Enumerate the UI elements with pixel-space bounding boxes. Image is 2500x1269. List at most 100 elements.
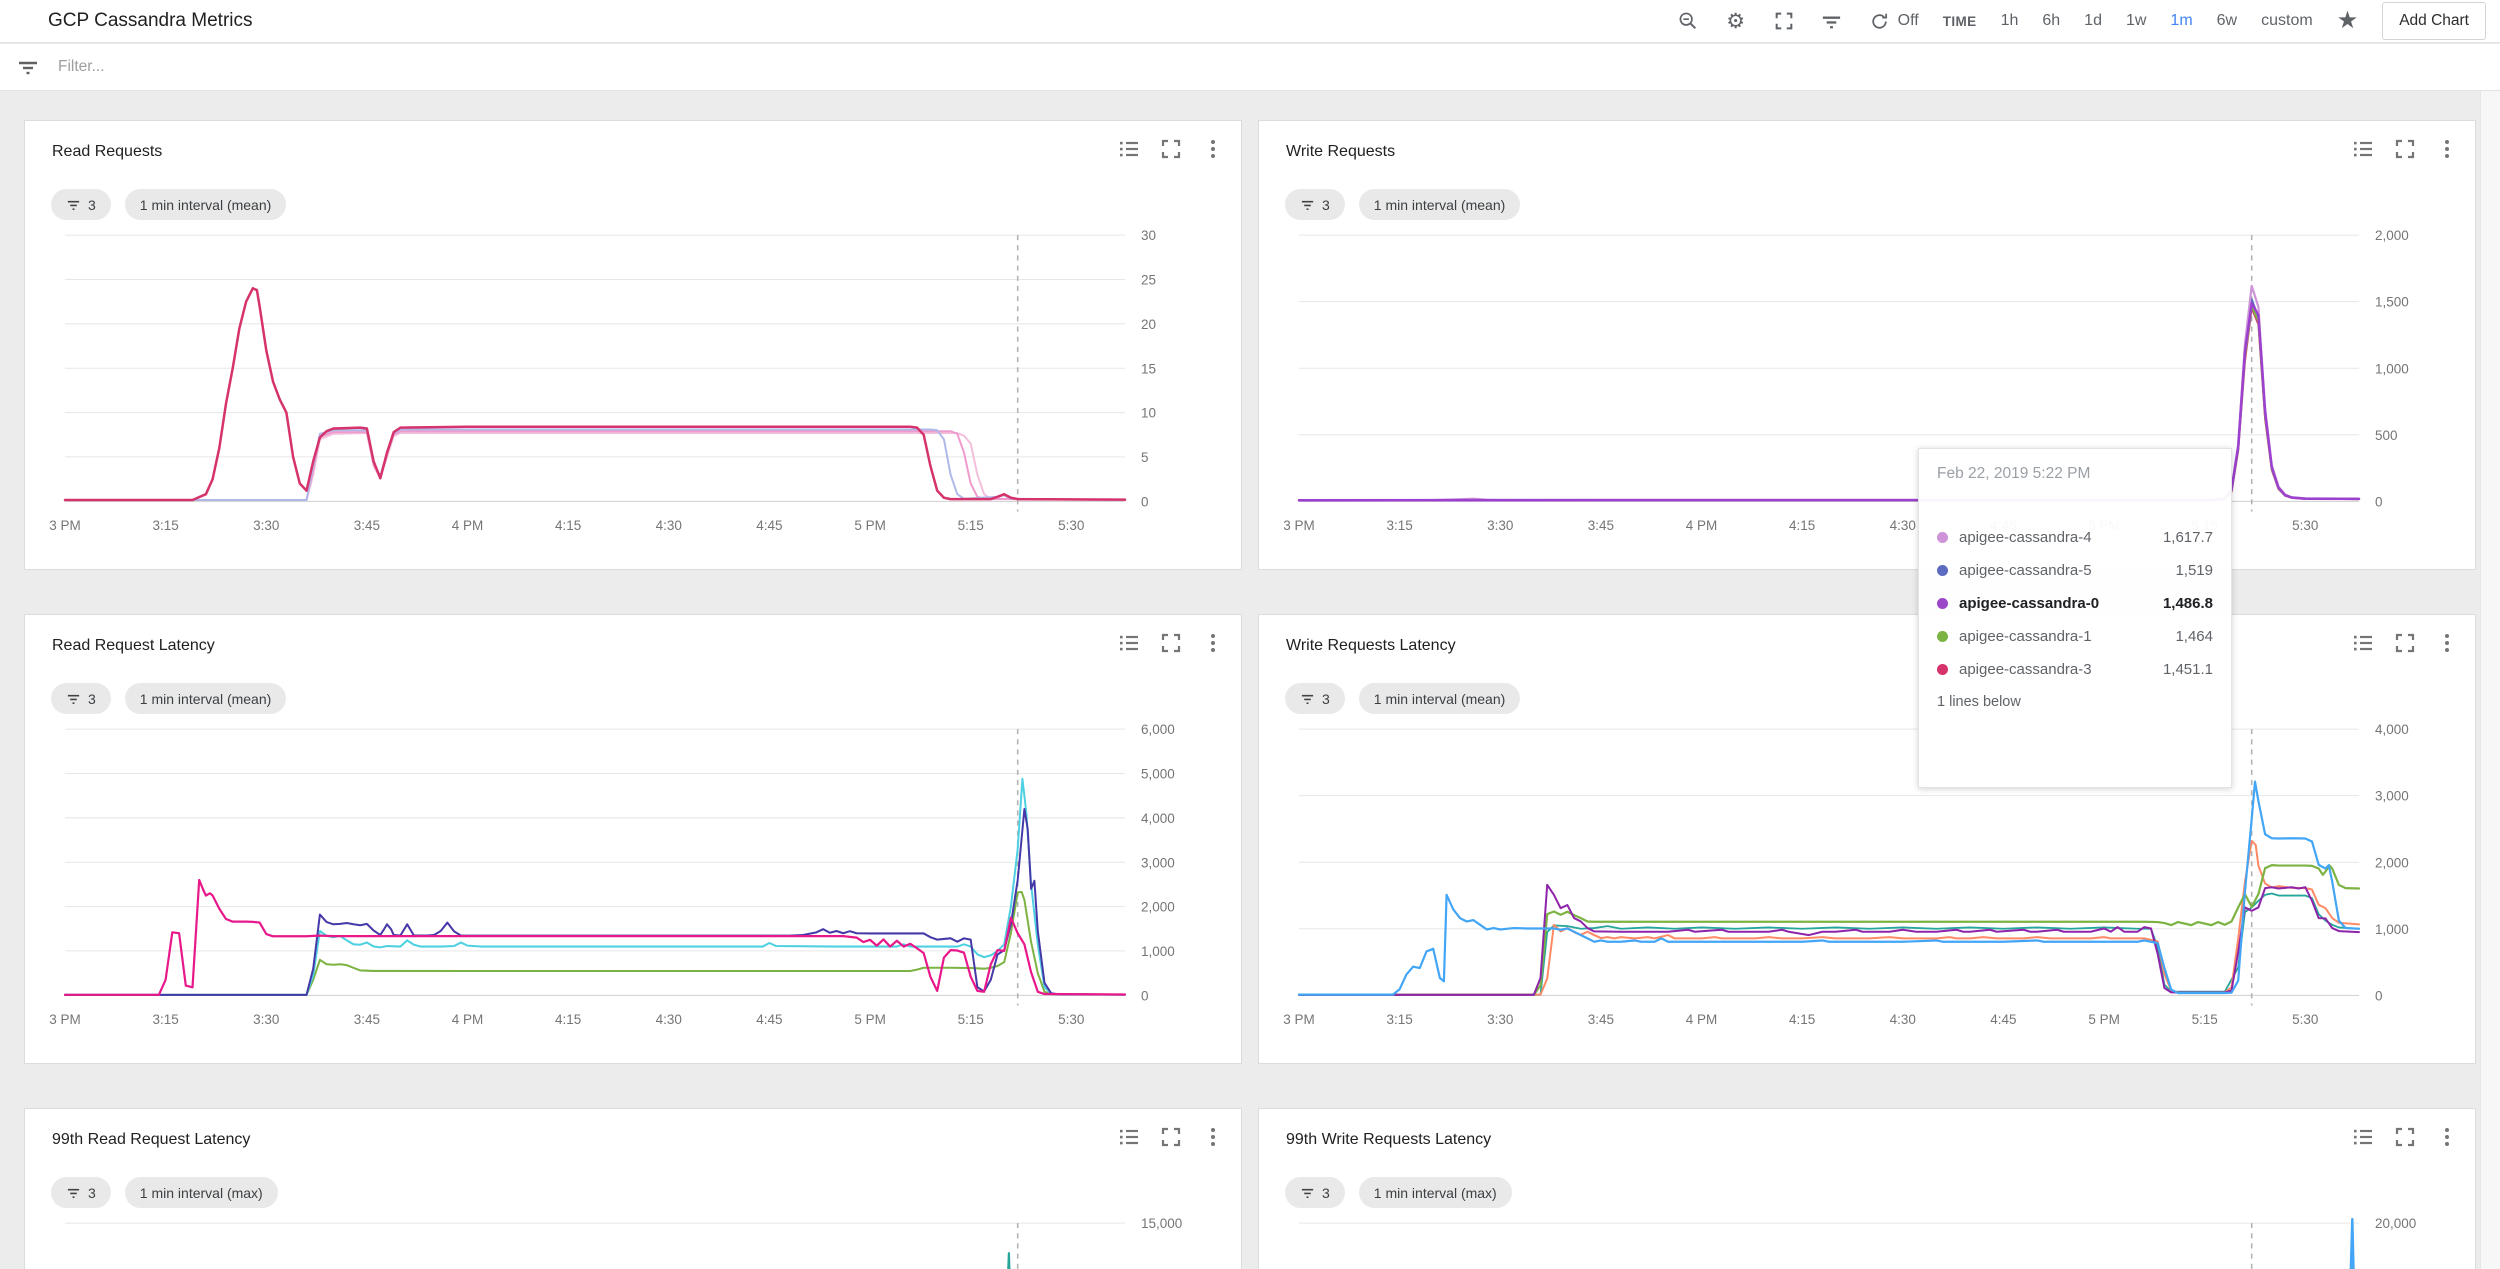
svg-text:3:15: 3:15 bbox=[1386, 518, 1412, 533]
series-name: apigee-cassandra-0 bbox=[1959, 595, 2100, 612]
svg-text:5 PM: 5 PM bbox=[2088, 1012, 2119, 1027]
svg-text:5:15: 5:15 bbox=[2192, 1012, 2218, 1027]
svg-text:30: 30 bbox=[1141, 228, 1156, 243]
svg-text:3,000: 3,000 bbox=[1141, 855, 1175, 870]
range-1h[interactable]: 1h bbox=[2000, 12, 2019, 29]
svg-text:4 PM: 4 PM bbox=[452, 1012, 483, 1027]
svg-text:4:15: 4:15 bbox=[555, 1012, 581, 1027]
line-chart-read-requests[interactable]: 0 5 10 15 20 25 30 3 PM 3:15 3:30 3:45 4 PM 4:15 4:30… bbox=[49, 228, 1219, 544]
refresh-state-label: Off bbox=[1897, 12, 1919, 29]
legend-list-icon[interactable] bbox=[2351, 137, 2375, 161]
filter-count: 3 bbox=[88, 1184, 96, 1201]
expand-chart-icon[interactable] bbox=[2393, 137, 2417, 161]
svg-text:5,000: 5,000 bbox=[1141, 766, 1175, 781]
badge-row: 3 1 min interval (mean) bbox=[51, 189, 287, 220]
legend-list-icon[interactable] bbox=[1117, 631, 1141, 655]
filter-input[interactable] bbox=[56, 57, 860, 77]
svg-text:2,000: 2,000 bbox=[2375, 228, 2409, 243]
expand-chart-icon[interactable] bbox=[1159, 137, 1183, 161]
series-color-dot bbox=[1937, 598, 1948, 609]
more-vert-icon[interactable] bbox=[2435, 137, 2459, 161]
filter-bar bbox=[0, 44, 2500, 91]
series-color-dot bbox=[1937, 664, 1948, 675]
scrollbar-track[interactable] bbox=[2480, 91, 2500, 1269]
filter-count: 3 bbox=[1322, 196, 1330, 213]
svg-text:2,000: 2,000 bbox=[1141, 900, 1175, 915]
legend-list-icon[interactable] bbox=[2351, 1125, 2375, 1149]
filter-icon bbox=[1300, 197, 1315, 212]
svg-text:5:30: 5:30 bbox=[2292, 1012, 2319, 1027]
more-vert-icon[interactable] bbox=[1201, 1125, 1225, 1149]
svg-text:6,000: 6,000 bbox=[1141, 722, 1175, 737]
badge-row: 3 1 min interval (mean) bbox=[1285, 189, 1521, 220]
svg-text:500: 500 bbox=[2375, 428, 2398, 443]
chart-card-read-requests: Read Requests 3 1 min interval (mean) 0 5… bbox=[24, 120, 1242, 570]
legend-list-icon[interactable] bbox=[1117, 137, 1141, 161]
star-favorite-icon[interactable]: ★ bbox=[2336, 7, 2359, 34]
range-1d[interactable]: 1d bbox=[2084, 12, 2102, 29]
card-actions bbox=[2351, 1125, 2459, 1149]
auto-refresh-toggle[interactable]: Off bbox=[1868, 9, 1919, 33]
tooltip-row: apigee-cassandra-5 1,519 bbox=[1937, 562, 2213, 579]
more-vert-icon[interactable] bbox=[1201, 137, 1225, 161]
filter-count-badge[interactable]: 3 bbox=[51, 1177, 111, 1208]
interval-badge[interactable]: 1 min interval (mean) bbox=[124, 683, 287, 714]
range-6w[interactable]: 6w bbox=[2216, 12, 2238, 29]
svg-text:5 PM: 5 PM bbox=[854, 1012, 885, 1027]
line-chart-write-requests[interactable]: 0 500 1,000 1,500 2,000 3 PM 3:15 3:30 3:45 4 PM 4… bbox=[1283, 228, 2453, 544]
range-1m[interactable]: 1m bbox=[2170, 12, 2193, 29]
svg-text:4:30: 4:30 bbox=[656, 518, 683, 533]
filter-list-icon[interactable] bbox=[1820, 9, 1844, 33]
card-actions bbox=[2351, 137, 2459, 161]
interval-badge[interactable]: 1 min interval (mean) bbox=[1358, 189, 1521, 220]
svg-text:3:15: 3:15 bbox=[152, 518, 178, 533]
svg-text:3:45: 3:45 bbox=[1588, 1012, 1614, 1027]
more-vert-icon[interactable] bbox=[1201, 631, 1225, 655]
line-chart-read-request-latency[interactable]: 0 1,000 2,000 3,000 4,000 5,000 6,000 3 PM 3:15 3… bbox=[49, 722, 1219, 1038]
svg-text:4 PM: 4 PM bbox=[1686, 1012, 1717, 1027]
svg-text:4,000: 4,000 bbox=[1141, 811, 1175, 826]
filter-icon bbox=[1300, 691, 1315, 706]
interval-badge[interactable]: 1 min interval (mean) bbox=[124, 189, 287, 220]
expand-chart-icon[interactable] bbox=[1159, 1125, 1183, 1149]
svg-text:3:15: 3:15 bbox=[1386, 1012, 1412, 1027]
legend-list-icon[interactable] bbox=[1117, 1125, 1141, 1149]
fullscreen-icon[interactable] bbox=[1772, 9, 1796, 33]
chart-card-write-requests: Write Requests 3 1 min interval (mean) 0… bbox=[1258, 120, 2476, 570]
svg-text:3 PM: 3 PM bbox=[49, 518, 80, 533]
zoom-out-icon[interactable] bbox=[1676, 9, 1700, 33]
filter-count: 3 bbox=[1322, 1184, 1330, 1201]
svg-text:3 PM: 3 PM bbox=[1283, 1012, 1314, 1027]
filter-count-badge[interactable]: 3 bbox=[1285, 683, 1345, 714]
filter-count-badge[interactable]: 3 bbox=[1285, 189, 1345, 220]
interval-badge[interactable]: 1 min interval (max) bbox=[1358, 1177, 1512, 1208]
more-vert-icon[interactable] bbox=[2435, 631, 2459, 655]
expand-chart-icon[interactable] bbox=[2393, 631, 2417, 655]
svg-text:3:30: 3:30 bbox=[1487, 1012, 1514, 1027]
interval-badge[interactable]: 1 min interval (max) bbox=[124, 1177, 278, 1208]
series-name: apigee-cassandra-5 bbox=[1959, 562, 2092, 579]
expand-chart-icon[interactable] bbox=[1159, 631, 1183, 655]
filter-count-badge[interactable]: 3 bbox=[51, 189, 111, 220]
chart-title: Read Requests bbox=[52, 143, 163, 160]
svg-text:4,000: 4,000 bbox=[2375, 722, 2409, 737]
settings-gear-icon[interactable]: ⚙ bbox=[1726, 9, 1746, 33]
range-1w[interactable]: 1w bbox=[2125, 12, 2147, 29]
svg-text:4:15: 4:15 bbox=[1789, 518, 1815, 533]
range-6h[interactable]: 6h bbox=[2042, 12, 2061, 29]
interval-badge[interactable]: 1 min interval (mean) bbox=[1358, 683, 1521, 714]
range-custom[interactable]: custom bbox=[2261, 12, 2313, 29]
more-vert-icon[interactable] bbox=[2435, 1125, 2459, 1149]
legend-list-icon[interactable] bbox=[2351, 631, 2375, 655]
expand-chart-icon[interactable] bbox=[2393, 1125, 2417, 1149]
svg-text:2,000: 2,000 bbox=[2375, 855, 2409, 870]
badge-row: 3 1 min interval (mean) bbox=[1285, 683, 1521, 714]
add-chart-button[interactable]: Add Chart bbox=[2382, 2, 2486, 40]
filter-count-badge[interactable]: 3 bbox=[51, 683, 111, 714]
tooltip-footer: 1 lines below bbox=[1937, 694, 2021, 710]
line-chart-write-requests-latency[interactable]: 0 1,000 2,000 3,000 4,000 3 PM 3:15 3:30 3:45 4 P… bbox=[1283, 722, 2453, 1038]
series-color-dot bbox=[1937, 565, 1948, 576]
filter-count-badge[interactable]: 3 bbox=[1285, 1177, 1345, 1208]
